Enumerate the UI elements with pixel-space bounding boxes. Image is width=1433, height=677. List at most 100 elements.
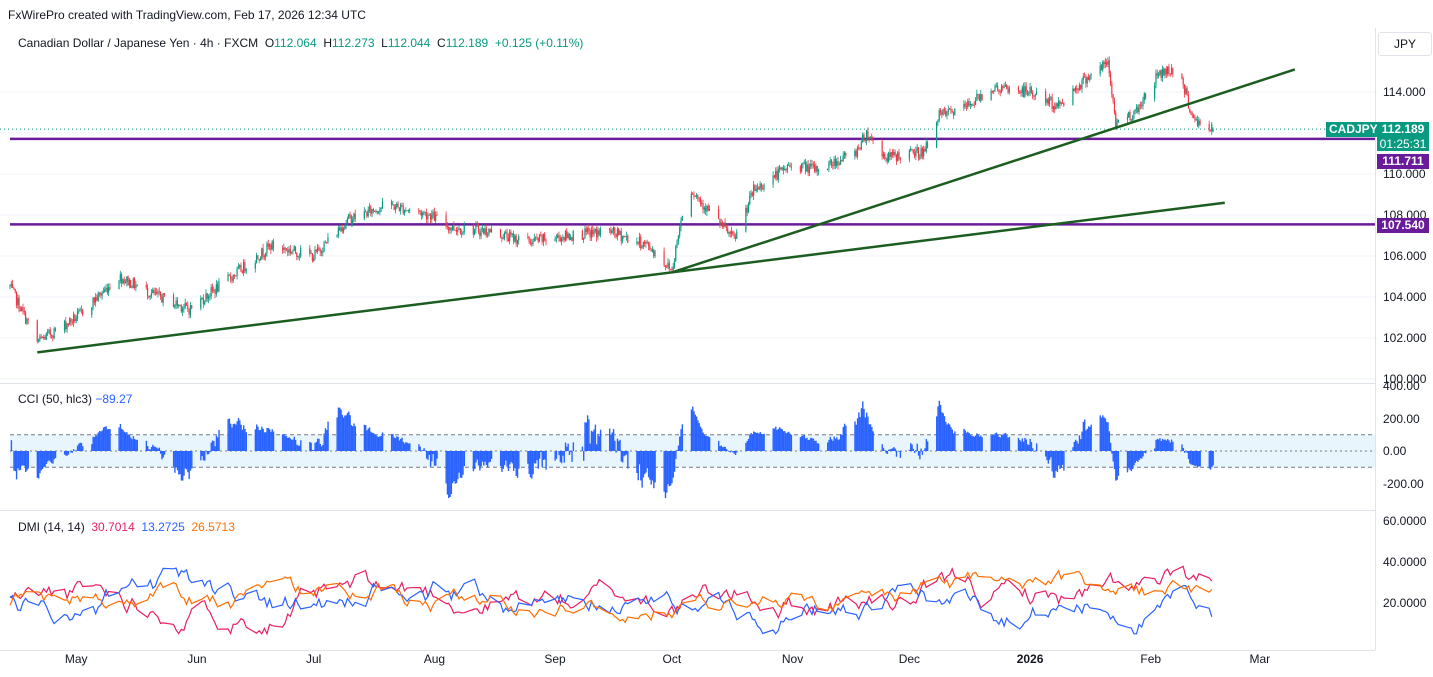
candle-body xyxy=(153,289,155,293)
candle-body xyxy=(159,291,162,297)
candle-body xyxy=(1086,77,1088,84)
cci-bar xyxy=(567,443,569,451)
candle-body xyxy=(942,109,944,115)
cci-bar xyxy=(191,451,193,469)
candle-body xyxy=(1032,92,1034,97)
cci-bar xyxy=(815,440,817,451)
cci-bar xyxy=(267,427,270,451)
candle-body xyxy=(1195,119,1197,121)
candle-body xyxy=(1117,119,1119,123)
candle-body xyxy=(21,307,23,312)
candle-body xyxy=(943,109,946,111)
candle-body xyxy=(1130,119,1132,121)
dmi-name[interactable]: DMI (14, 14) xyxy=(18,520,85,534)
cci-bar xyxy=(804,438,807,451)
main-legend[interactable]: Canadian Dollar / Japanese Yen · 4h · FX… xyxy=(18,36,583,50)
cci-bar xyxy=(827,442,829,451)
cci-bar xyxy=(1033,451,1035,452)
cci-bar xyxy=(1130,451,1133,472)
cci-bar xyxy=(816,443,819,451)
cci-bar xyxy=(350,425,353,451)
candle-body xyxy=(1108,60,1110,74)
cci-bar xyxy=(1058,451,1060,466)
cci-bar xyxy=(863,408,865,451)
candle-body xyxy=(450,227,452,230)
cci-bar xyxy=(991,435,994,451)
candle-body xyxy=(1155,73,1157,86)
candle-body xyxy=(754,185,756,191)
candle-body xyxy=(817,169,820,172)
cci-bar xyxy=(1115,451,1117,481)
cci-bar xyxy=(511,451,514,464)
candle-body xyxy=(1211,124,1213,132)
candle-body xyxy=(293,246,295,251)
pane-divider-dmi[interactable] xyxy=(0,510,1375,511)
candle-body xyxy=(638,236,641,244)
candle-body xyxy=(217,284,219,292)
cci-bar xyxy=(375,434,377,451)
cci-bar xyxy=(174,451,176,473)
candle-body xyxy=(515,235,517,244)
dmi-legend[interactable]: DMI (14, 14) 30.7014 13.2725 26.5713 xyxy=(18,520,235,534)
cci-bar xyxy=(152,444,154,451)
cci-bar xyxy=(237,418,240,451)
candle-body xyxy=(291,251,293,254)
cci-bar xyxy=(974,435,977,451)
cci-bar xyxy=(24,451,27,472)
candle-body xyxy=(777,169,779,180)
cci-bar xyxy=(486,451,489,468)
currency-button[interactable]: JPY xyxy=(1378,32,1432,56)
cci-bar xyxy=(832,440,834,451)
candle-body xyxy=(136,284,138,286)
cci-name[interactable]: CCI (50, hlc3) xyxy=(18,392,93,406)
cci-bar xyxy=(1059,451,1061,470)
cci-bar xyxy=(899,451,902,458)
candle-body xyxy=(92,297,94,308)
candle-body xyxy=(1051,97,1053,110)
cci-bar xyxy=(976,433,978,451)
candle-body xyxy=(921,147,923,157)
cci-bar xyxy=(812,438,815,451)
cci-bar xyxy=(1090,424,1092,451)
candle-body xyxy=(755,189,757,191)
candle-body xyxy=(374,210,376,212)
candle-body xyxy=(1008,87,1010,93)
cci-bar xyxy=(54,451,57,459)
candle-body xyxy=(619,231,621,235)
candle-body xyxy=(82,309,84,315)
symbol-description[interactable]: Canadian Dollar / Japanese Yen · 4h · FX… xyxy=(18,36,259,50)
candle-body xyxy=(998,89,1000,92)
candle-body xyxy=(1154,85,1156,99)
candle-body xyxy=(506,232,508,238)
cci-bar xyxy=(481,451,484,462)
candle-body xyxy=(1080,84,1082,89)
candle-body xyxy=(1020,91,1022,94)
cci-bar xyxy=(1087,426,1090,451)
candle-body xyxy=(205,293,207,302)
candle-body xyxy=(611,230,613,234)
candle-body xyxy=(1030,86,1032,93)
cci-bar xyxy=(376,436,379,451)
candle-body xyxy=(555,237,557,239)
candle-body xyxy=(915,150,917,157)
candle-body xyxy=(175,300,177,306)
cci-bar xyxy=(913,451,916,453)
pane-divider-cci[interactable] xyxy=(0,383,1375,384)
candle-body xyxy=(1192,115,1195,118)
candle-body xyxy=(227,274,229,281)
cci-bar xyxy=(536,451,538,461)
candle-body xyxy=(394,207,397,210)
cci-legend[interactable]: CCI (50, hlc3) −89.27 xyxy=(18,392,132,406)
candle-body xyxy=(641,246,643,249)
cci-bar xyxy=(480,451,482,467)
cci-bar xyxy=(257,426,259,451)
candle-body xyxy=(776,170,778,180)
candle-body xyxy=(1035,91,1038,95)
cci-bar xyxy=(566,446,568,451)
candle-body xyxy=(758,187,760,190)
candle-body xyxy=(322,251,324,253)
candle-body xyxy=(668,262,670,270)
time-tick-label: Aug xyxy=(423,652,446,666)
candle-body xyxy=(723,222,725,227)
